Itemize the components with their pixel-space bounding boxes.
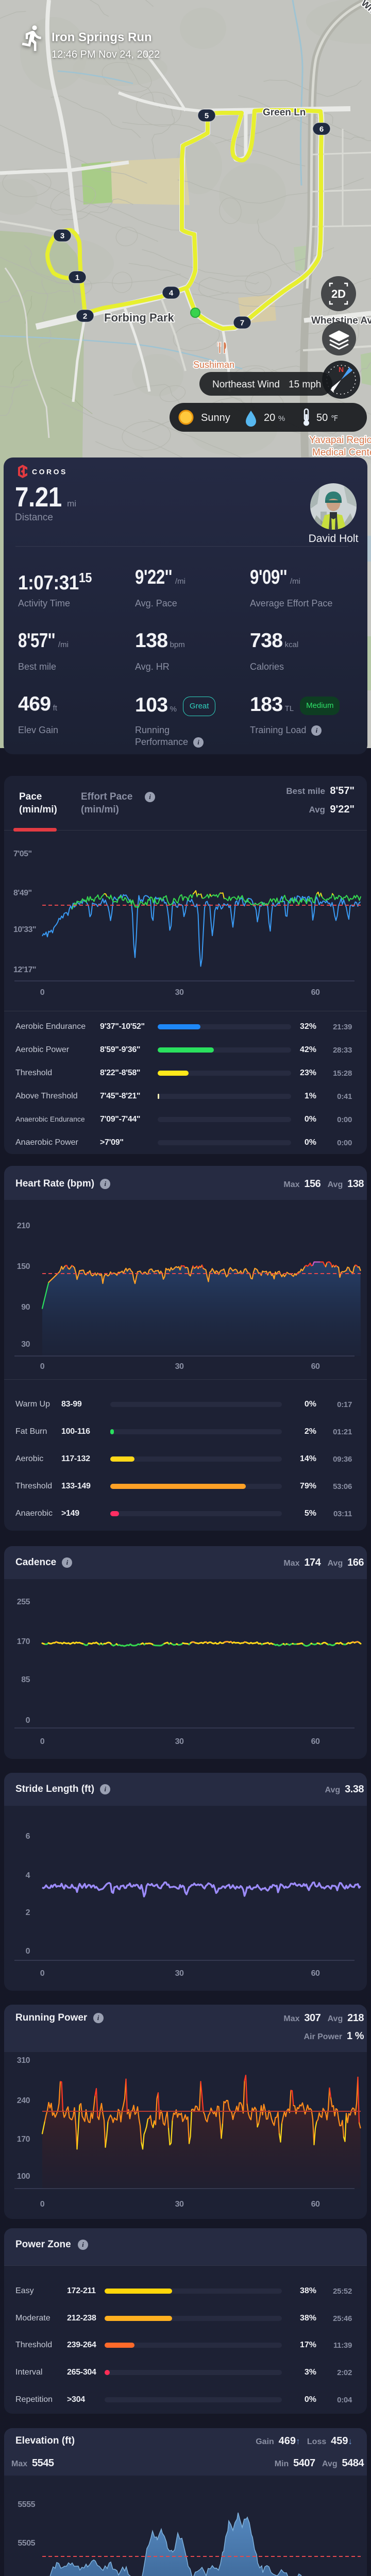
svg-text:Green Ln: Green Ln	[263, 107, 306, 118]
svg-text:N: N	[339, 365, 344, 374]
svg-text:Iron Springs Run: Iron Springs Run	[52, 30, 152, 44]
svg-text:Sunny: Sunny	[201, 412, 230, 423]
svg-text:Forbing Park: Forbing Park	[104, 311, 174, 324]
svg-text:15 mph: 15 mph	[289, 379, 321, 390]
svg-text:Medical Cente: Medical Cente	[312, 447, 371, 458]
svg-text:3: 3	[60, 232, 64, 241]
svg-text:50 ℉: 50 ℉	[316, 412, 338, 423]
svg-text:4: 4	[169, 289, 174, 298]
svg-text:7: 7	[240, 319, 244, 328]
svg-text:1: 1	[75, 274, 79, 282]
svg-text:Yavapai Regio: Yavapai Regio	[309, 435, 371, 446]
svg-text:20 %: 20 %	[264, 412, 285, 423]
svg-text:12:46 PM Nov 24, 2022: 12:46 PM Nov 24, 2022	[52, 49, 160, 60]
svg-text:2: 2	[83, 312, 87, 321]
svg-text:Sushiman: Sushiman	[193, 360, 234, 370]
svg-text:2D: 2D	[331, 287, 346, 300]
svg-text:6: 6	[319, 125, 324, 134]
svg-text:5: 5	[205, 112, 209, 121]
svg-text:Northeast Wind: Northeast Wind	[212, 379, 280, 390]
svg-text:COROS: COROS	[32, 468, 68, 476]
